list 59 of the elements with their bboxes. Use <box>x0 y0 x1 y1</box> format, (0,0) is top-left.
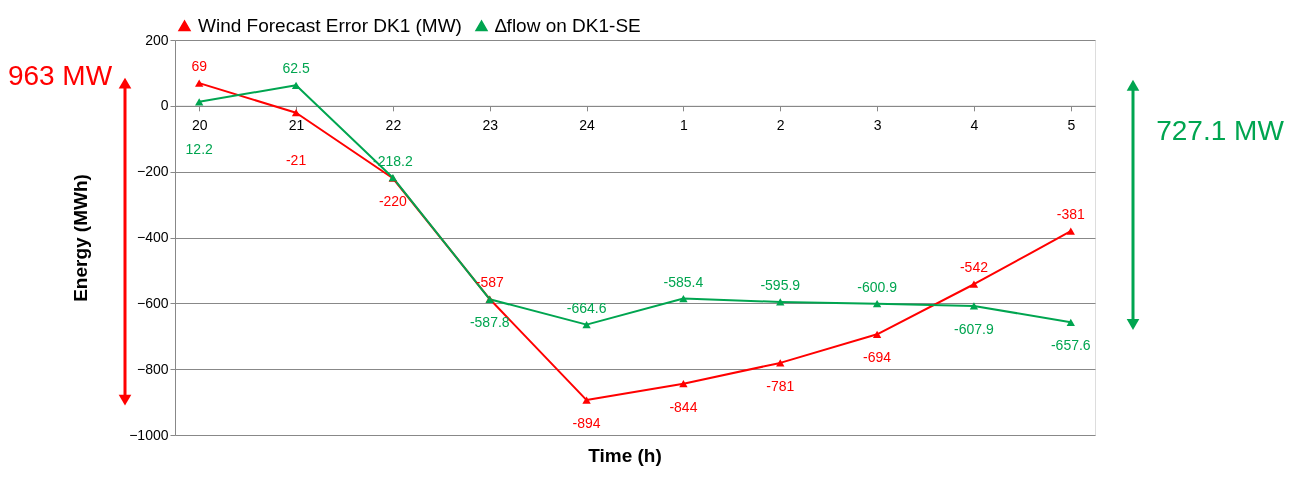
y-tick-label: −200 <box>136 163 169 180</box>
point <box>1066 318 1075 326</box>
x-tick-label: 21 <box>288 117 305 134</box>
data-label: -600.9 <box>857 278 898 295</box>
x-tick-label: 24 <box>579 117 596 134</box>
point <box>582 396 591 404</box>
text: 963 MW <box>7 60 113 91</box>
data-label: -542 <box>959 259 989 276</box>
point <box>679 380 688 388</box>
point <box>679 294 688 303</box>
x-tick-label: 23 <box>482 117 499 134</box>
data-label: -220 <box>378 193 408 210</box>
point <box>969 302 979 310</box>
point <box>776 359 785 367</box>
y-tick-label: −1000 <box>129 426 169 443</box>
y-tick-label: −600 <box>136 294 169 311</box>
data-label: -844 <box>669 398 698 415</box>
x-tick-label: 3 <box>873 117 882 134</box>
point <box>969 280 979 288</box>
data-label: -664.6 <box>566 299 607 316</box>
x-tick-label: 2 <box>776 117 785 134</box>
data-label: 62.5 <box>282 60 310 77</box>
x-tick-label: 1 <box>680 117 689 134</box>
point <box>195 79 204 87</box>
data-label: -781 <box>766 377 795 394</box>
x-axis-title: Time (h) <box>588 445 662 466</box>
x-tick-label: 22 <box>385 117 402 134</box>
data-label: -894 <box>572 415 601 432</box>
data-label: -587 <box>475 274 504 291</box>
point <box>291 109 301 117</box>
point <box>776 298 785 306</box>
legend-label: ∆flow on DK1-SE <box>495 14 641 36</box>
point <box>582 320 591 329</box>
data-label: -381 <box>1056 206 1086 223</box>
data-label: -694 <box>863 349 892 366</box>
x-tick-label: 20 <box>191 117 208 134</box>
y-axis-title: Energy (MWh) <box>70 174 92 302</box>
legend-label: Wind Forecast Error DK1 (MW) <box>198 14 462 36</box>
point <box>195 98 204 106</box>
data-label: -585.4 <box>663 273 704 290</box>
data-label: -607.9 <box>954 320 995 337</box>
point <box>872 330 882 338</box>
y-tick-label: −400 <box>136 229 169 245</box>
y-tick-label: 0 <box>160 97 169 114</box>
y-tick-label: 200 <box>145 31 169 48</box>
data-label: 12.2 <box>185 140 214 157</box>
text: 727.1 MW <box>1156 115 1285 146</box>
data-label: -657.6 <box>1050 337 1091 354</box>
point <box>872 300 882 308</box>
point <box>1066 227 1075 235</box>
x-tick-label: 5 <box>1067 117 1076 134</box>
data-label: 69 <box>191 58 208 75</box>
data-label: -218.2 <box>373 152 413 169</box>
y-tick-label: −800 <box>136 360 169 377</box>
data-label: -21 <box>285 151 307 168</box>
point <box>291 81 301 89</box>
data-label: -595.9 <box>760 276 801 293</box>
x-tick-label: 4 <box>970 117 979 134</box>
data-label: -587.8 <box>469 314 510 331</box>
